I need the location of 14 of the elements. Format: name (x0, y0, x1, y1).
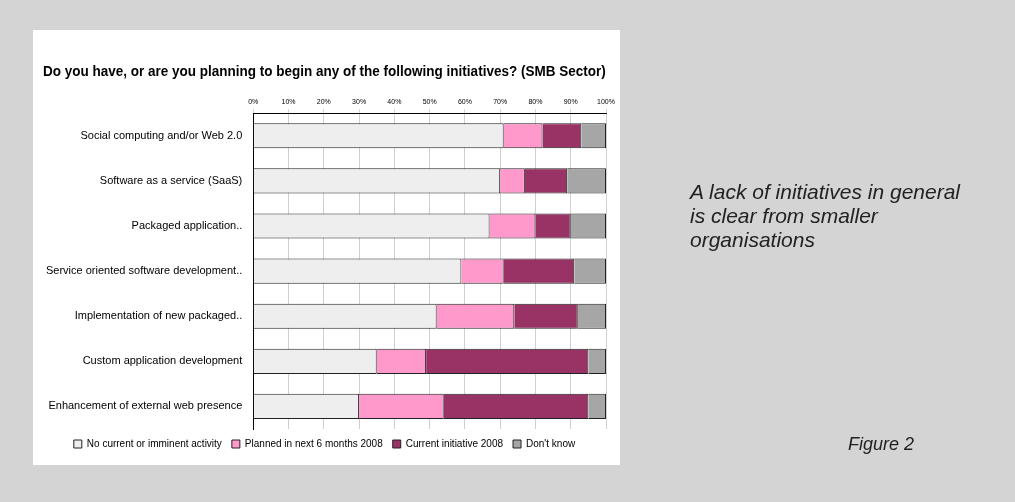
y-tick-label: Software as a service (SaaS) (99, 173, 243, 186)
legend-label: Current initiative 2008 (405, 437, 504, 449)
legend-label: No current or imminent activity (86, 437, 222, 449)
y-tick-label: Service oriented software development.. (45, 264, 243, 277)
y-tick-label: Enhancement of external web presence (48, 399, 243, 412)
legend-label: Don't know (526, 437, 576, 449)
y-tick-label: Custom application development (82, 354, 243, 367)
y-tick-label: Packaged application.. (131, 219, 243, 232)
y-tick-label: Implementation of new packaged.. (74, 309, 243, 322)
caption: Figure 2 (848, 434, 915, 455)
chart-title: Do you have, or are you planning to begin any of the following initiatives? (SMB Sector) (43, 64, 606, 80)
legend-label: Planned in next 6 months 2008 (244, 437, 384, 449)
text: A lack of initiatives in general is clear from smaller organisations (690, 180, 962, 252)
y-tick-label: Social computing and/or Web 2.0 (80, 128, 243, 141)
